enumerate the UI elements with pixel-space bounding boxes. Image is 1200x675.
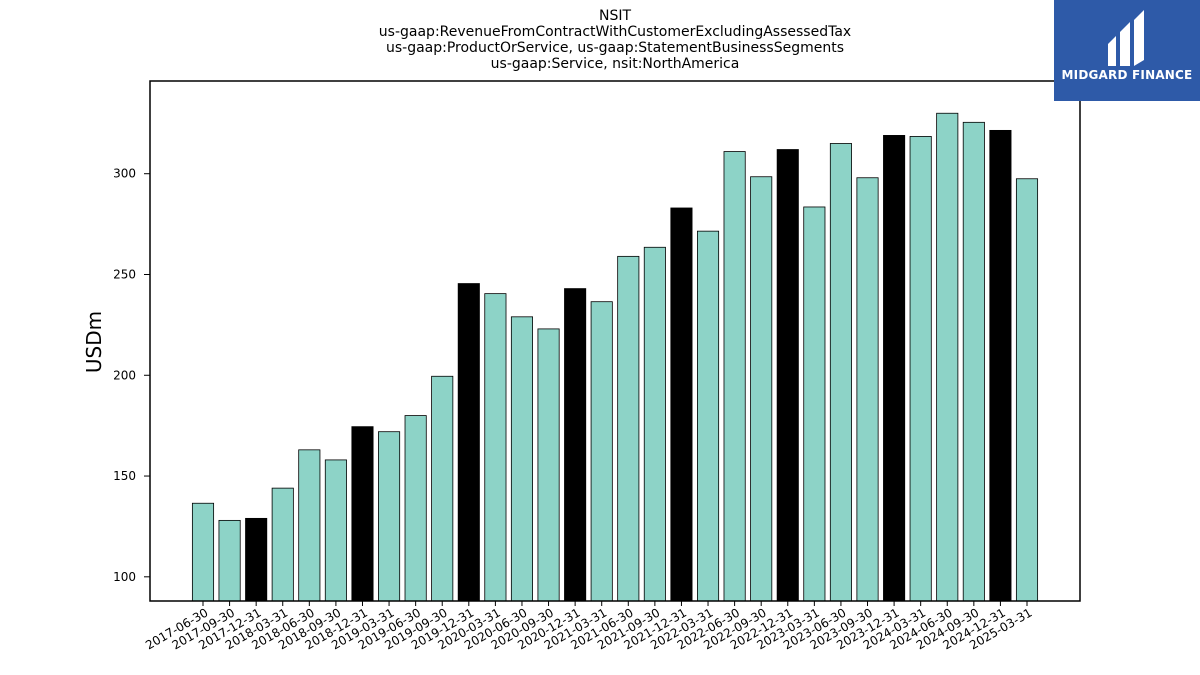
y-tick-label: 100 — [113, 570, 136, 584]
bar — [936, 112, 959, 602]
bar — [351, 426, 374, 602]
y-tick-label: 300 — [113, 167, 136, 181]
bar — [909, 136, 932, 602]
chart-title-line: us-gaap:Service, nsit:NorthAmerica — [491, 56, 740, 72]
y-tick-label: 150 — [113, 469, 136, 483]
y-axis-label: USDm — [82, 311, 106, 373]
bar — [617, 255, 640, 602]
bar — [218, 519, 241, 602]
bar — [803, 206, 826, 602]
bar — [457, 283, 480, 602]
bar — [856, 177, 879, 602]
bar — [750, 176, 773, 602]
bar — [484, 293, 507, 602]
bar — [643, 246, 666, 602]
bar — [723, 151, 746, 602]
bar — [324, 459, 347, 602]
bar — [378, 431, 401, 602]
chart-title: NSITus-gaap:RevenueFromContractWithCusto… — [379, 8, 851, 72]
y-tick-label: 200 — [113, 368, 136, 382]
chart-title-line: us-gaap:RevenueFromContractWithCustomerE… — [379, 24, 851, 40]
bar — [1015, 178, 1039, 602]
brand-logo: MIDGARD FINANCE — [1054, 0, 1200, 101]
logo-mark-icon — [1108, 10, 1144, 66]
bar — [271, 487, 294, 602]
bar — [537, 328, 560, 602]
chart-title-line: us-gaap:ProductOrService, us-gaap:Statem… — [386, 40, 844, 56]
bars — [191, 112, 1039, 602]
logo-text: MIDGARD FINANCE — [1061, 68, 1193, 82]
bar — [590, 301, 613, 602]
bar — [245, 517, 268, 602]
bar — [829, 143, 852, 602]
bar — [962, 121, 985, 602]
y-axis: 100 150 200 250 300 — [113, 167, 150, 584]
bar — [298, 449, 321, 602]
bar — [191, 502, 215, 602]
bar — [431, 375, 454, 602]
bar — [510, 316, 533, 602]
plot-frame — [149, 80, 1081, 602]
bar — [670, 207, 693, 602]
y-tick-label: 250 — [113, 267, 136, 281]
bar — [989, 129, 1012, 602]
bar — [776, 149, 799, 602]
x-axis: 2017-06-302017-09-302017-12-312018-03-31… — [143, 601, 1035, 652]
chart-title-line: NSIT — [599, 8, 631, 24]
bar — [697, 230, 720, 602]
bar — [883, 135, 906, 602]
bar — [564, 288, 587, 602]
bar — [404, 415, 427, 602]
